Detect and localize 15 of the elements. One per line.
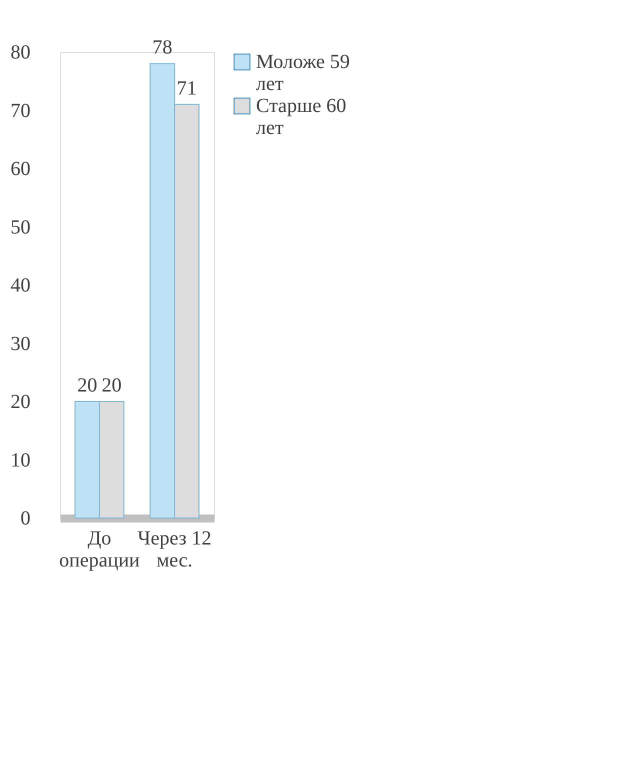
- y-tick-label: 10: [10, 449, 30, 472]
- legend-label: Старше 60 лет: [256, 95, 346, 139]
- y-tick-label: 80: [10, 42, 30, 64]
- y-tick-label: 70: [10, 100, 30, 122]
- data-label: 78: [152, 36, 172, 59]
- y-tick-label: 50: [10, 216, 30, 238]
- y-tick-label: 30: [10, 332, 30, 355]
- y-tick-label: 40: [10, 274, 30, 296]
- y-tick-label: 0: [20, 508, 30, 530]
- y-tick-label: 60: [10, 158, 30, 180]
- data-label: 20: [77, 374, 98, 396]
- data-label: 71: [176, 77, 197, 100]
- legend-label: Моложе 59 лет: [256, 51, 350, 95]
- data-label: 20: [102, 374, 122, 396]
- y-tick-label: 20: [10, 391, 30, 413]
